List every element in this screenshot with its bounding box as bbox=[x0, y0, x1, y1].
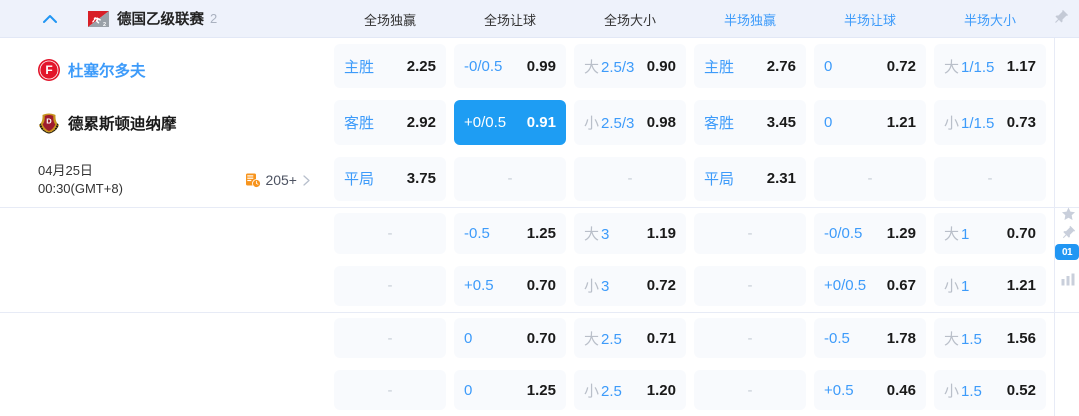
svg-text:2: 2 bbox=[103, 22, 106, 27]
svg-text:D: D bbox=[46, 117, 52, 126]
svg-text:F: F bbox=[45, 63, 52, 77]
